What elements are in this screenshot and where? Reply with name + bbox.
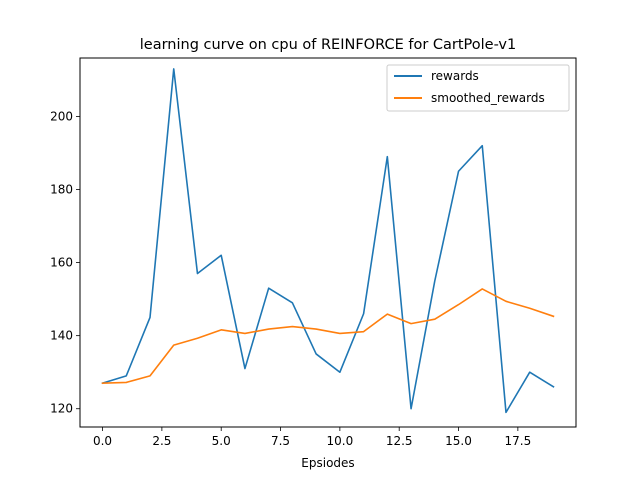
x-tick-label: 2.5 xyxy=(152,434,171,448)
chart-title: learning curve on cpu of REINFORCE for C… xyxy=(140,37,517,53)
y-tick-label: 160 xyxy=(50,256,73,270)
x-tick-label: 10.0 xyxy=(327,434,354,448)
legend: rewards smoothed_rewards xyxy=(386,64,570,112)
legend-box xyxy=(386,64,570,112)
x-tick-label: 5.0 xyxy=(212,434,231,448)
x-tick-label: 15.0 xyxy=(445,434,472,448)
series-line-smoothed-rewards xyxy=(101,288,555,384)
x-axis: 0.0 2.5 5.0 7.5 10.0 12.5 15.0 17.5 xyxy=(93,427,531,448)
legend-label-smoothed-rewards: smoothed_rewards xyxy=(431,91,545,105)
series-line-rewards xyxy=(101,68,555,414)
x-axis-label: Epsiodes xyxy=(301,456,354,470)
y-tick-label: 180 xyxy=(50,183,73,197)
plot-frame xyxy=(79,57,577,428)
y-tick-label: 120 xyxy=(50,402,73,416)
x-tick-label: 7.5 xyxy=(271,434,290,448)
y-tick-label: 140 xyxy=(50,329,73,343)
y-tick-label: 200 xyxy=(50,109,73,123)
x-tick-label: 17.5 xyxy=(504,434,531,448)
legend-label-rewards: rewards xyxy=(431,69,479,83)
y-axis: 120 140 160 180 200 xyxy=(50,109,80,416)
series-layer xyxy=(101,68,555,414)
x-tick-label: 0.0 xyxy=(93,434,112,448)
x-tick-label: 12.5 xyxy=(386,434,413,448)
